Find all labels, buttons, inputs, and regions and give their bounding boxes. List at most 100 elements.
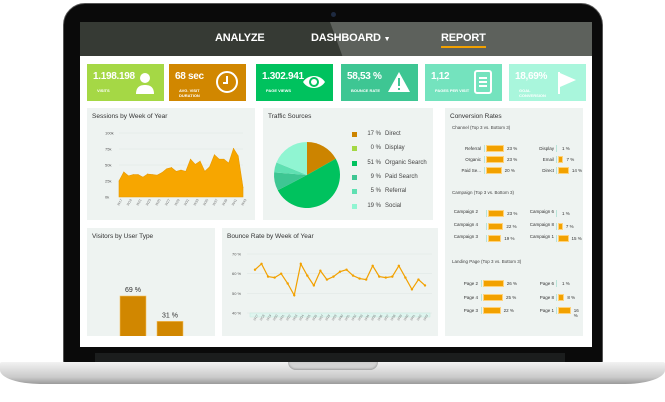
y-tick-label: 75k [105,147,111,152]
row-label: Direct [542,168,554,173]
clock-icon [216,71,238,93]
data-point [397,264,401,267]
row-label: Campaign 8 [529,221,554,227]
legend-swatch [352,146,357,152]
pie-slice-social [276,142,307,175]
row-value: 1 % [562,211,570,216]
legend-pct: 9 % [370,173,381,180]
bracket [484,167,486,174]
legend-pct: 17 % [367,131,381,137]
traffic-panel: Traffic Sources 17 % Direct 0 % Display 51 %… [263,108,433,220]
data-point [306,274,309,277]
data-point [358,277,361,280]
data-point [123,171,125,173]
x-tick-label: W31 [344,314,351,322]
bracket [481,280,483,287]
row-value: 8 % [567,294,576,300]
row-value: 1 % [562,146,570,151]
visitors-panel: Visitors by User Type 69 %New31 %Returni… [87,228,215,336]
row-value: 1 % [562,281,570,286]
conversion-bar [558,222,563,230]
legend-label: Referral [385,188,407,195]
data-point [364,278,368,281]
row-label: Campaign 2 [453,209,478,214]
data-point [260,262,263,266]
data-point [378,275,381,278]
x-tick-label: W21 [279,314,286,322]
conversion-bar [486,145,504,152]
legend-pct: 0 % [370,145,381,152]
data-point [175,171,177,172]
data-point [128,175,129,177]
bracket [556,156,558,163]
nav-dashboard[interactable]: DASHBOARD ▼ [311,32,390,44]
x-tick-label: W28 [324,314,331,322]
data-point [218,158,220,160]
x-tick-label: W42 [416,314,423,322]
row-label: Campaign 6 [529,209,554,214]
bounce-line [254,262,426,298]
row-value: 23 % [506,146,518,151]
kpi-value: 1,12 [431,71,450,82]
x-tick-label: W30 [337,314,344,322]
y-tick-label: 70 % [232,252,242,257]
row-label: Page 3 [463,308,478,313]
kpi-label: VISITS [97,88,110,93]
x-tick-label: W43 [422,314,429,322]
traffic-title: Traffic Sources [268,113,312,120]
data-point [118,180,120,182]
x-tick-label: W23 [145,198,152,206]
x-tick-label: W19 [265,314,272,322]
y-tick-label: 40 % [232,311,242,316]
x-tick-label: W43 [240,198,247,206]
bracket [481,293,483,301]
x-tick-label: W34 [364,314,371,322]
data-point [132,174,134,175]
x-tick-label: W41 [409,314,416,322]
data-point [319,269,322,272]
x-tick-label: W37 [383,314,390,322]
row-label: Campaign 1 [529,234,554,239]
x-tick-label: W36 [377,314,384,322]
x-tick-label: W33 [357,314,364,322]
x-tick-label: W20 [272,314,279,322]
sessions-area [118,147,244,198]
conversion-bar [558,167,569,174]
bar-returning [156,321,184,336]
conversion-bar [558,293,565,301]
data-point [194,163,196,165]
data-point [286,282,289,285]
data-point [242,187,244,188]
bracket [556,145,558,152]
pie-slice-paid-search [274,172,307,191]
sessions-title: Sessions by Week of Year [92,113,168,120]
row-label: Page 2 [463,281,478,286]
bracket [556,222,558,230]
data-point [279,272,283,275]
data-point [345,268,348,271]
kpi-value: 18,69% [515,71,548,82]
x-tick-label: W27 [318,314,325,322]
kpi-label: BOUNCE RATE [351,88,381,93]
traffic-pie-chart [274,142,340,208]
flag-icon [558,72,576,94]
data-point [228,162,230,164]
row-value: 25 % [506,294,517,300]
section-title: Campaign (Top 3 vs. Bottom 3) [452,190,515,195]
nav-analyze[interactable]: ANALYZE [215,32,265,44]
conversion-bar [558,235,569,242]
conversion-bar [486,167,502,174]
kpi-label: AVG. VISIT DURATION [179,88,200,98]
x-tick-label: W23 [292,314,299,322]
conversion-bar [558,145,559,152]
row-label: Email [542,157,554,162]
nav-dashboard-label: DASHBOARD [311,32,381,44]
x-tick-label: W19 [126,198,133,206]
legend-swatch [352,160,357,166]
data-point [332,275,335,278]
data-point [312,284,316,287]
nav-report[interactable]: REPORT [441,32,486,48]
legend-label: Organic Search [385,159,427,166]
x-tick-label: W41 [231,198,238,206]
